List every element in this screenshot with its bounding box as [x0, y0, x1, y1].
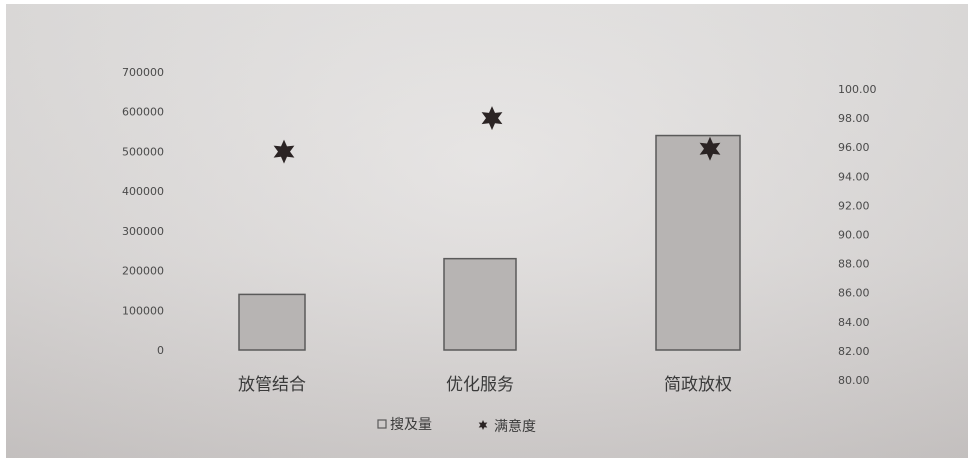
left-tick-label: 600000	[122, 106, 164, 119]
star-marker	[699, 136, 721, 161]
right-tick-label: 84.00	[838, 316, 870, 329]
right-tick-label: 98.00	[838, 112, 870, 125]
left-tick-label: 300000	[122, 225, 164, 238]
left-axis-ticks: 0 100000 200000 300000 400000 500000 600000 700…	[122, 66, 164, 357]
legend: 搜及量 满意度	[377, 417, 536, 435]
bar	[443, 257, 517, 351]
right-axis-ticks: 80.00 82.00 84.00 86.00 88.00 90.00 92.00 94.00…	[838, 83, 877, 387]
legend-label-marker: 满意度	[494, 418, 536, 435]
legend-bar-swatch	[377, 419, 387, 429]
right-tick-label: 94.00	[838, 170, 870, 183]
marker-series	[273, 106, 721, 164]
legend-label-bar: 搜及量	[390, 417, 432, 433]
left-tick-label: 400000	[122, 185, 164, 198]
right-tick-label: 80.00	[838, 374, 870, 387]
star-marker	[273, 139, 295, 164]
right-tick-label: 88.00	[838, 258, 870, 271]
left-tick-label: 100000	[122, 304, 164, 317]
right-tick-label: 86.00	[838, 287, 870, 300]
left-tick-label: 700000	[122, 66, 164, 79]
category-label: 优化服务	[446, 375, 514, 395]
chart-photo-background	[6, 4, 968, 458]
right-tick-label: 92.00	[838, 199, 870, 212]
legend-star-swatch	[478, 420, 488, 430]
right-tick-label: 82.00	[838, 345, 870, 358]
category-labels: 放管结合 优化服务 简政放权	[238, 375, 732, 395]
right-tick-label: 100.00	[838, 83, 877, 96]
right-tick-label: 90.00	[838, 229, 870, 242]
category-label: 简政放权	[664, 375, 732, 395]
star-marker	[481, 106, 503, 131]
bar	[238, 293, 306, 351]
bar	[655, 134, 741, 351]
bar-series	[238, 134, 741, 351]
right-tick-label: 96.00	[838, 141, 870, 154]
category-label: 放管结合	[238, 375, 306, 395]
left-tick-label: 200000	[122, 265, 164, 278]
left-tick-label: 0	[157, 344, 164, 357]
left-tick-label: 500000	[122, 145, 164, 158]
